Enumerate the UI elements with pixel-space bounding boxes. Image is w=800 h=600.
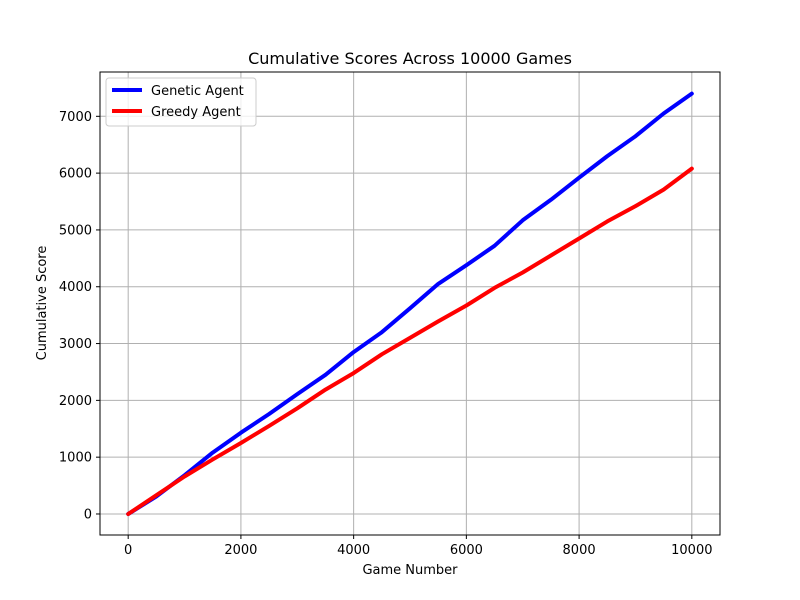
series-line-greedy [126, 166, 694, 516]
y-tick-label: 2000 [59, 394, 92, 409]
x-tick-label: 8000 [563, 543, 596, 558]
x-tick-label: 10000 [671, 543, 712, 558]
legend-box [105, 77, 257, 127]
axis-ticks: 0 2000 4000 6000 8000 10000 0 1000 2000 3000 4000 5… [59, 110, 713, 558]
x-axis-label: Game Number [362, 563, 458, 578]
x-tick-label: 4000 [337, 543, 370, 558]
y-axis-label: Cumulative Score [35, 246, 50, 361]
x-tick-label: 0 [124, 543, 132, 558]
y-tick-label: 5000 [59, 223, 92, 238]
legend-label-greedy: Greedy Agent [151, 105, 241, 120]
legend: Genetic Agent Greedy Agent [105, 77, 257, 127]
series-line-genetic [126, 91, 694, 516]
y-tick-label: 4000 [59, 280, 92, 295]
legend-label-genetic: Genetic Agent [151, 84, 244, 99]
plot-frame [99, 71, 721, 536]
y-tick-label: 1000 [59, 451, 92, 466]
x-tick-label: 2000 [224, 543, 257, 558]
x-tick-label: 6000 [450, 543, 483, 558]
y-tick-label: 7000 [59, 110, 92, 125]
y-tick-label: 6000 [59, 167, 92, 182]
y-tick-label: 3000 [59, 337, 92, 352]
y-tick-label: 0 [84, 507, 92, 522]
series-lines [126, 91, 694, 516]
chart-title: Cumulative Scores Across 10000 Games [248, 49, 572, 68]
grid-lines [100, 72, 720, 535]
